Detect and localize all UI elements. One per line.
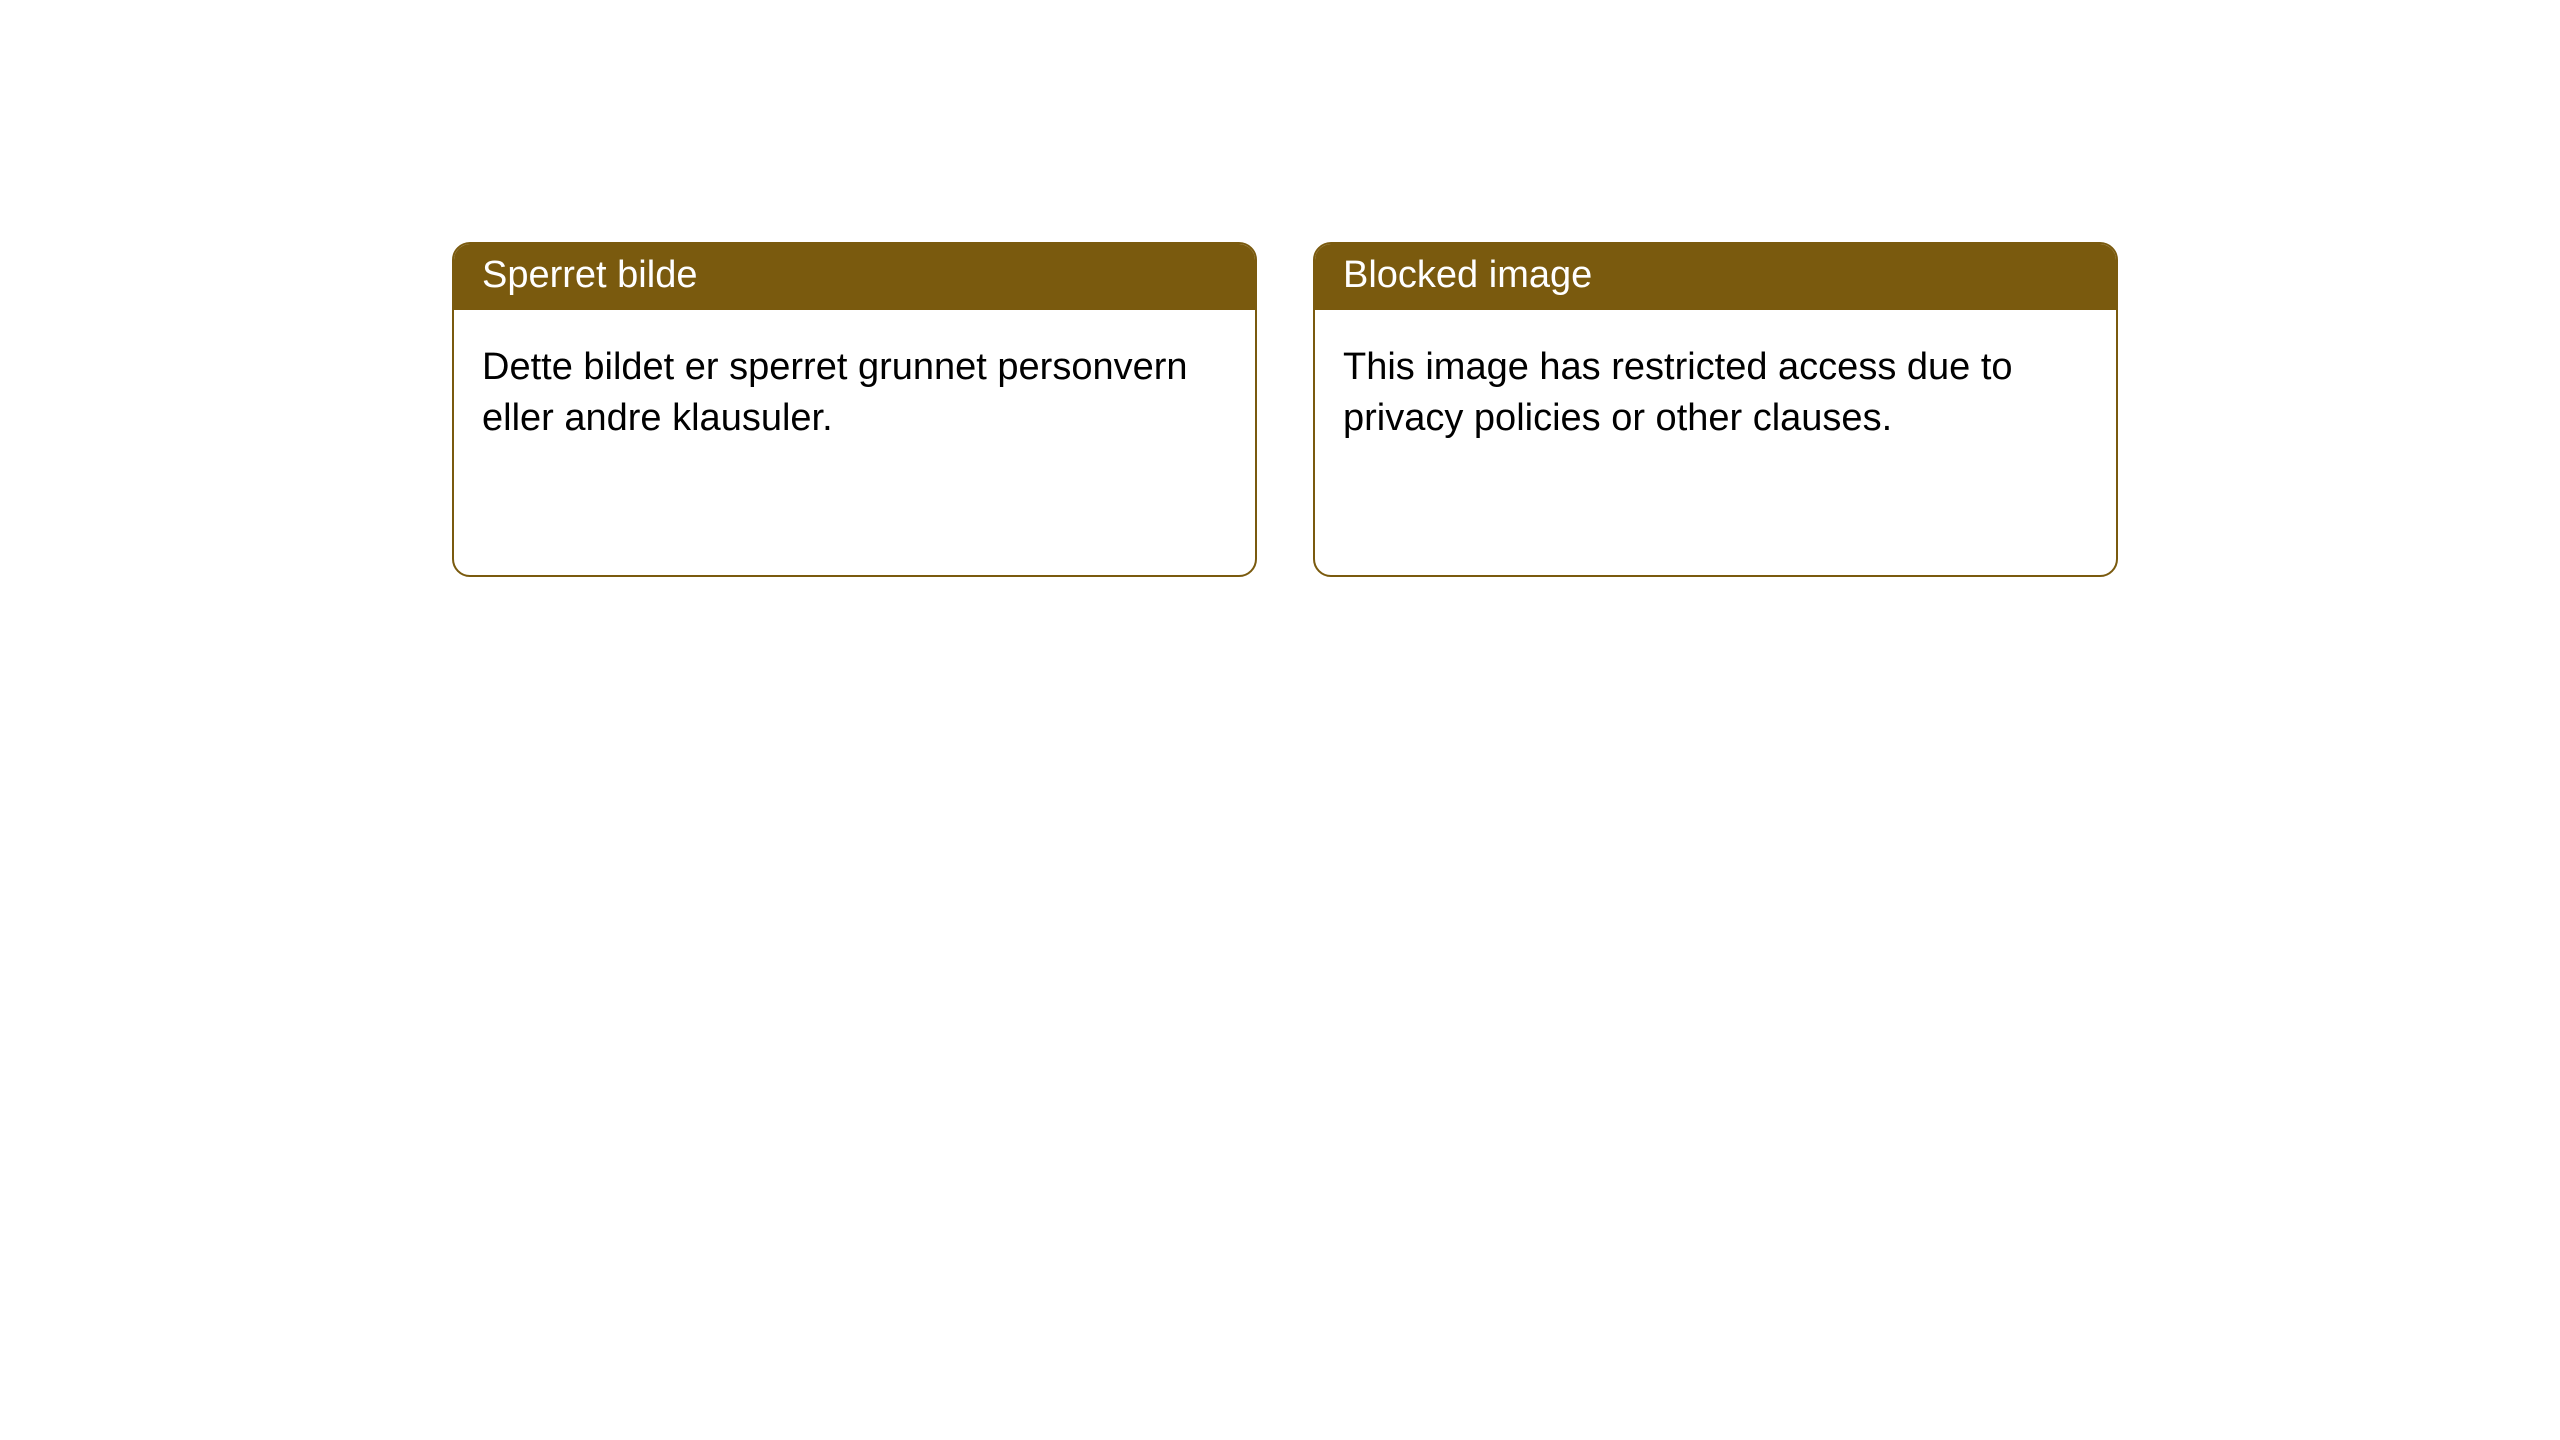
notice-card-english: Blocked image This image has restricted … — [1313, 242, 2118, 577]
card-body: Dette bildet er sperret grunnet personve… — [454, 310, 1255, 477]
card-title: Blocked image — [1343, 254, 1592, 296]
card-body-text: This image has restricted access due to … — [1343, 346, 2013, 439]
card-header: Sperret bilde — [454, 244, 1255, 310]
notice-container: Sperret bilde Dette bildet er sperret gr… — [0, 0, 2560, 577]
card-body-text: Dette bildet er sperret grunnet personve… — [482, 346, 1188, 439]
card-title: Sperret bilde — [482, 254, 697, 296]
card-header: Blocked image — [1315, 244, 2116, 310]
card-body: This image has restricted access due to … — [1315, 310, 2116, 477]
notice-card-norwegian: Sperret bilde Dette bildet er sperret gr… — [452, 242, 1257, 577]
